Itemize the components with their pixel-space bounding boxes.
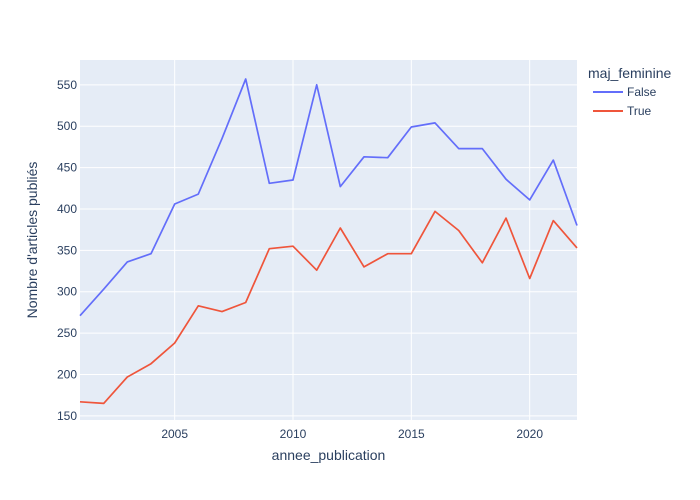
series-line-true [79, 210, 578, 405]
legend-item-false[interactable]: False [593, 85, 657, 99]
series-lines [79, 78, 578, 405]
x-axis-ticks: 2005 2010 2015 2020 [161, 427, 543, 441]
y-tick-label: 200 [57, 367, 77, 381]
y-tick-label: 400 [57, 202, 77, 216]
x-tick-label: 2005 [161, 427, 188, 441]
legend-title: maj_feminine [588, 65, 671, 81]
legend-label: True [627, 104, 652, 118]
series-line-false [79, 78, 578, 317]
legend[interactable]: False True [593, 85, 657, 118]
y-axis-ticks: 150 200 250 300 350 400 450 500 550 [57, 78, 77, 423]
y-tick-label: 350 [57, 243, 77, 257]
y-axis-title: Nombre d'articles publiés [24, 162, 40, 319]
y-tick-label: 250 [57, 326, 77, 340]
plot-area [80, 60, 577, 420]
legend-label: False [627, 85, 657, 99]
y-tick-label: 500 [57, 119, 77, 133]
x-tick-label: 2015 [398, 427, 425, 441]
x-tick-label: 2010 [280, 427, 307, 441]
legend-item-true[interactable]: True [593, 104, 652, 118]
y-tick-label: 150 [57, 409, 77, 423]
x-tick-label: 2020 [516, 427, 543, 441]
y-tick-label: 550 [57, 78, 77, 92]
y-tick-label: 450 [57, 161, 77, 175]
y-tick-label: 300 [57, 285, 77, 299]
x-axis-title: annee_publication [272, 447, 386, 463]
